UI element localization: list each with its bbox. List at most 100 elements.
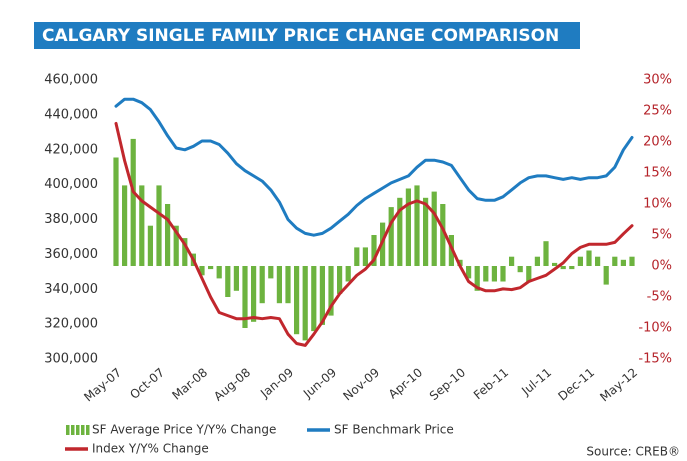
x-tick-label: Jul-11 <box>518 365 554 398</box>
legend-label: SF Average Price Y/Y% Change <box>92 423 276 437</box>
bar <box>388 207 394 266</box>
bar <box>354 247 360 266</box>
x-tick-label: Feb-11 <box>471 365 511 402</box>
bar <box>182 238 188 266</box>
legend-swatch <box>71 425 75 435</box>
bar <box>423 197 429 266</box>
bar <box>612 256 618 266</box>
bar <box>319 266 325 325</box>
x-tick-label: May-12 <box>597 365 640 404</box>
x-tick-label: Dec-11 <box>555 365 597 403</box>
line <box>114 97 634 237</box>
title-band <box>34 22 580 49</box>
bar <box>577 256 583 266</box>
bar <box>251 266 257 322</box>
bar <box>268 266 274 279</box>
bar <box>371 235 377 266</box>
bar <box>405 188 411 266</box>
x-tick-label: Aug-08 <box>211 365 253 403</box>
x-tick-label: Jun-09 <box>300 365 339 401</box>
y2-tick-label: -5% <box>647 290 672 305</box>
bar <box>259 266 265 304</box>
y2-tick-label: 15% <box>643 166 672 181</box>
bar <box>586 250 592 266</box>
bar <box>397 197 403 266</box>
bar <box>483 266 489 282</box>
bar <box>534 256 540 266</box>
bar <box>276 266 282 304</box>
legend-swatch <box>86 425 90 435</box>
line <box>114 121 634 347</box>
y-tick-label: 340,000 <box>44 282 98 297</box>
bar <box>294 266 300 335</box>
bar <box>620 259 626 266</box>
y-tick-label: 400,000 <box>44 177 98 192</box>
bar <box>233 266 239 291</box>
bar <box>113 157 119 266</box>
bar <box>414 185 420 266</box>
bar <box>208 266 214 270</box>
x-tick-label: Apr-10 <box>386 365 425 401</box>
legend-swatch <box>81 425 85 435</box>
bar <box>337 266 343 294</box>
bar <box>466 266 472 279</box>
bar <box>431 191 437 266</box>
y-tick-label: 440,000 <box>44 107 98 122</box>
y2-tick-label: -10% <box>638 321 672 336</box>
y2-tick-label: 5% <box>651 228 672 243</box>
x-tick-label: May-07 <box>81 365 124 404</box>
x-tick-label: Mar-08 <box>169 365 210 402</box>
bar <box>173 225 179 266</box>
y-tick-label: 380,000 <box>44 212 98 227</box>
bar <box>328 266 334 316</box>
y-tick-label: 300,000 <box>44 352 98 367</box>
y-tick-label: 320,000 <box>44 317 98 332</box>
bar <box>130 138 136 266</box>
bar <box>603 266 609 285</box>
bar <box>147 225 153 266</box>
bar <box>560 266 566 270</box>
bar <box>311 266 317 332</box>
chart-title: CALGARY SINGLE FAMILY PRICE CHANGE COMPA… <box>42 26 559 46</box>
legend-swatch <box>76 425 80 435</box>
bar <box>595 256 601 266</box>
legend-label: Index Y/Y% Change <box>92 442 209 456</box>
bar <box>474 266 480 291</box>
bar <box>552 262 558 266</box>
legend-label: SF Benchmark Price <box>334 423 454 437</box>
bar <box>156 185 162 266</box>
source: Source: CREB® <box>586 445 680 459</box>
bar <box>440 204 446 266</box>
bar <box>302 266 308 341</box>
bar <box>517 266 523 273</box>
bar <box>569 266 575 270</box>
bar <box>285 266 291 304</box>
y2-tick-label: 30% <box>643 73 672 88</box>
bar <box>122 185 128 266</box>
x-tick-label: Sep-10 <box>427 365 468 403</box>
bar <box>629 256 635 266</box>
bar <box>216 266 222 279</box>
y-tick-label: 420,000 <box>44 142 98 157</box>
bar <box>526 266 532 282</box>
bar <box>491 266 497 282</box>
y-tick-label: 360,000 <box>44 247 98 262</box>
bar <box>543 241 549 266</box>
bar <box>165 204 171 266</box>
y2-tick-label: 10% <box>643 197 672 212</box>
y2-tick-label: 0% <box>651 259 672 274</box>
x-tick-label: Oct-07 <box>127 365 167 402</box>
bar <box>345 266 351 282</box>
x-tick-label: Jan-09 <box>257 365 296 401</box>
bar <box>509 256 515 266</box>
bar <box>139 185 145 266</box>
bar <box>362 247 368 266</box>
y2-tick-label: 20% <box>643 135 672 150</box>
bar <box>199 266 205 276</box>
x-tick-label: Nov-09 <box>340 365 382 403</box>
y2-tick-label: 25% <box>643 104 672 119</box>
bar <box>242 266 248 328</box>
y2-tick-label: -15% <box>638 352 672 367</box>
legend-swatch <box>66 425 70 435</box>
